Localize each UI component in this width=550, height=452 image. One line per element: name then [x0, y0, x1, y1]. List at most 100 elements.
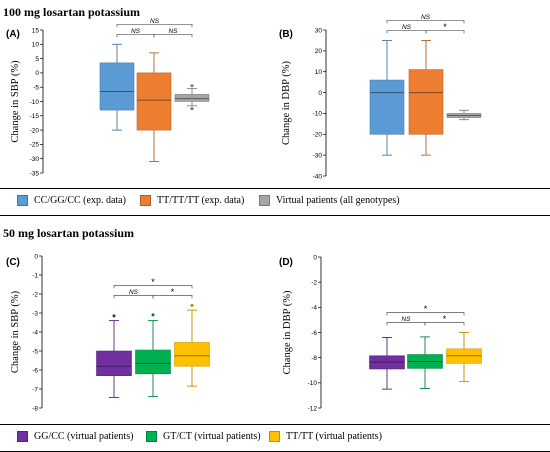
- legend-swatch-orange: [140, 195, 151, 206]
- bracket-line: [425, 30, 465, 34]
- y-tick-label: 20: [315, 48, 323, 55]
- y-tick-label: -40: [313, 173, 323, 180]
- box-body: [96, 350, 132, 377]
- y-tick-label: -4: [311, 305, 317, 312]
- y-tick-label: 15: [32, 27, 40, 34]
- y-tick-label: -15: [30, 113, 40, 120]
- y-tick-label: -7: [32, 386, 38, 393]
- box-body: [408, 69, 444, 135]
- panel-d: (D) 0 -2 -4 -6 -8 -10 -12 Change in DBP (%) * NS *: [279, 254, 482, 412]
- bracket-label: *: [443, 22, 447, 32]
- y-tick-label: 0: [313, 254, 317, 261]
- box-2: [407, 336, 443, 389]
- bracket-label: NS: [168, 28, 178, 35]
- significance-bracket: *: [424, 314, 465, 326]
- y-tick-label: -35: [30, 170, 40, 177]
- y-tick-label: 10: [32, 42, 40, 49]
- y-tick-label: -10: [313, 111, 323, 118]
- box-1: [369, 39, 405, 156]
- significance-bracket: NS: [116, 28, 155, 38]
- legend-item-cc-gg-cc: CC/GG/CC (exp. data): [17, 195, 126, 206]
- panel-b: (B) 30 20 10 0 -10 -20 -30 -40 Change in DBP (%) N…: [279, 14, 482, 180]
- y-tick-label: 10: [315, 69, 323, 76]
- y-axis-label: Change in SBP (%): [10, 60, 21, 143]
- box-1: [96, 314, 132, 398]
- box-2: [408, 39, 444, 156]
- bracket-line: [152, 295, 193, 299]
- outlier-point: [190, 107, 194, 111]
- section-title-50mg: 50 mg losartan potassium: [3, 226, 135, 240]
- section-title-100mg: 100 mg losartan potassium: [3, 5, 141, 19]
- panel-label: (B): [279, 29, 293, 40]
- outlier-point: [112, 314, 116, 318]
- legend-swatch-yellow: [269, 431, 280, 442]
- bracket-label: NS: [131, 28, 141, 35]
- outlier-point: [151, 313, 155, 317]
- legend-label: Virtual patients (all genotypes): [276, 195, 400, 206]
- box-body: [174, 342, 210, 367]
- significance-bracket: NS: [113, 289, 154, 299]
- box-2: [136, 52, 172, 163]
- y-tick-label: -1: [32, 272, 38, 279]
- y-tick-label: -12: [308, 405, 318, 412]
- y-tick-label: -5: [32, 348, 38, 355]
- y-tick-label: 0: [35, 70, 39, 77]
- box-body: [135, 349, 171, 375]
- bracket-line: [424, 322, 465, 326]
- box-1: [369, 337, 405, 390]
- significance-bracket: NS: [153, 28, 193, 38]
- y-tick-label: -6: [311, 330, 317, 337]
- box-1: [99, 43, 135, 131]
- y-tick-label: -20: [313, 132, 323, 139]
- y-axis-label: Change in DBP (%): [282, 290, 293, 374]
- y-tick-label: -30: [313, 152, 323, 159]
- significance-bracket: NS: [116, 18, 193, 28]
- box-3: [446, 109, 482, 121]
- bracket-line: [153, 33, 193, 38]
- bracket-label: NS: [129, 289, 139, 296]
- legend-label: TT/TT (virtual patients): [286, 431, 382, 442]
- legend-item-tt-tt: TT/TT (virtual patients): [269, 431, 382, 442]
- significance-bracket: *: [113, 277, 193, 289]
- legend-item-gt-ct: GT/CT (virtual patients): [146, 431, 261, 442]
- y-tick-label: -25: [30, 142, 40, 149]
- outlier-point: [190, 84, 194, 88]
- y-tick-label: -8: [311, 355, 317, 362]
- bracket-line: [386, 312, 465, 316]
- y-tick-label: 0: [318, 90, 322, 97]
- legend-label: TT/TT/TT (exp. data): [157, 195, 245, 206]
- significance-bracket: *: [425, 22, 465, 34]
- y-tick-label: 5: [35, 56, 39, 63]
- significance-bracket: NS: [386, 316, 426, 326]
- y-tick-label: -6: [32, 367, 38, 374]
- y-tick-label: -4: [32, 329, 38, 336]
- legend-swatch-blue: [17, 195, 28, 206]
- y-tick-label: -8: [32, 405, 38, 412]
- y-tick-label: -10: [30, 99, 40, 106]
- box-body: [99, 62, 135, 111]
- box-3: [174, 84, 210, 111]
- significance-bracket: *: [152, 287, 193, 299]
- legend-item-tt-tt-tt: TT/TT/TT (exp. data): [140, 195, 244, 206]
- bracket-label: NS: [402, 24, 412, 31]
- legend-top: CC/GG/CC (exp. data) TT/TT/TT (exp. data…: [0, 188, 550, 216]
- panel-label: (C): [6, 257, 20, 268]
- legend-swatch-purple: [17, 431, 28, 442]
- bracket-line: [386, 20, 465, 24]
- y-tick-label: -2: [311, 279, 317, 286]
- box-body: [369, 79, 405, 135]
- bracket-label: *: [151, 277, 155, 287]
- legend-swatch-green: [146, 431, 157, 442]
- outlier-point: [190, 303, 194, 307]
- y-tick-label: -2: [32, 291, 38, 298]
- bracket-line: [116, 23, 193, 28]
- legend-bottom: GG/CC (virtual patients) GT/CT (virtual …: [0, 424, 550, 452]
- panel-a: (A) 15 10 5 0 -5 -10 -15 -20 -25 -30 -35 Change in S…: [6, 18, 210, 177]
- panel-label: (D): [279, 257, 293, 268]
- y-axis-label: Change in DBP (%): [281, 61, 292, 145]
- y-tick-label: 30: [315, 27, 323, 34]
- y-tick-label: -3: [32, 310, 38, 317]
- panel-c: (C) 0 -1 -2 -3 -4 -5 -6 -7 -8 Change in SBP (%) * NS…: [6, 253, 210, 412]
- legend-label: GT/CT (virtual patients): [163, 431, 261, 442]
